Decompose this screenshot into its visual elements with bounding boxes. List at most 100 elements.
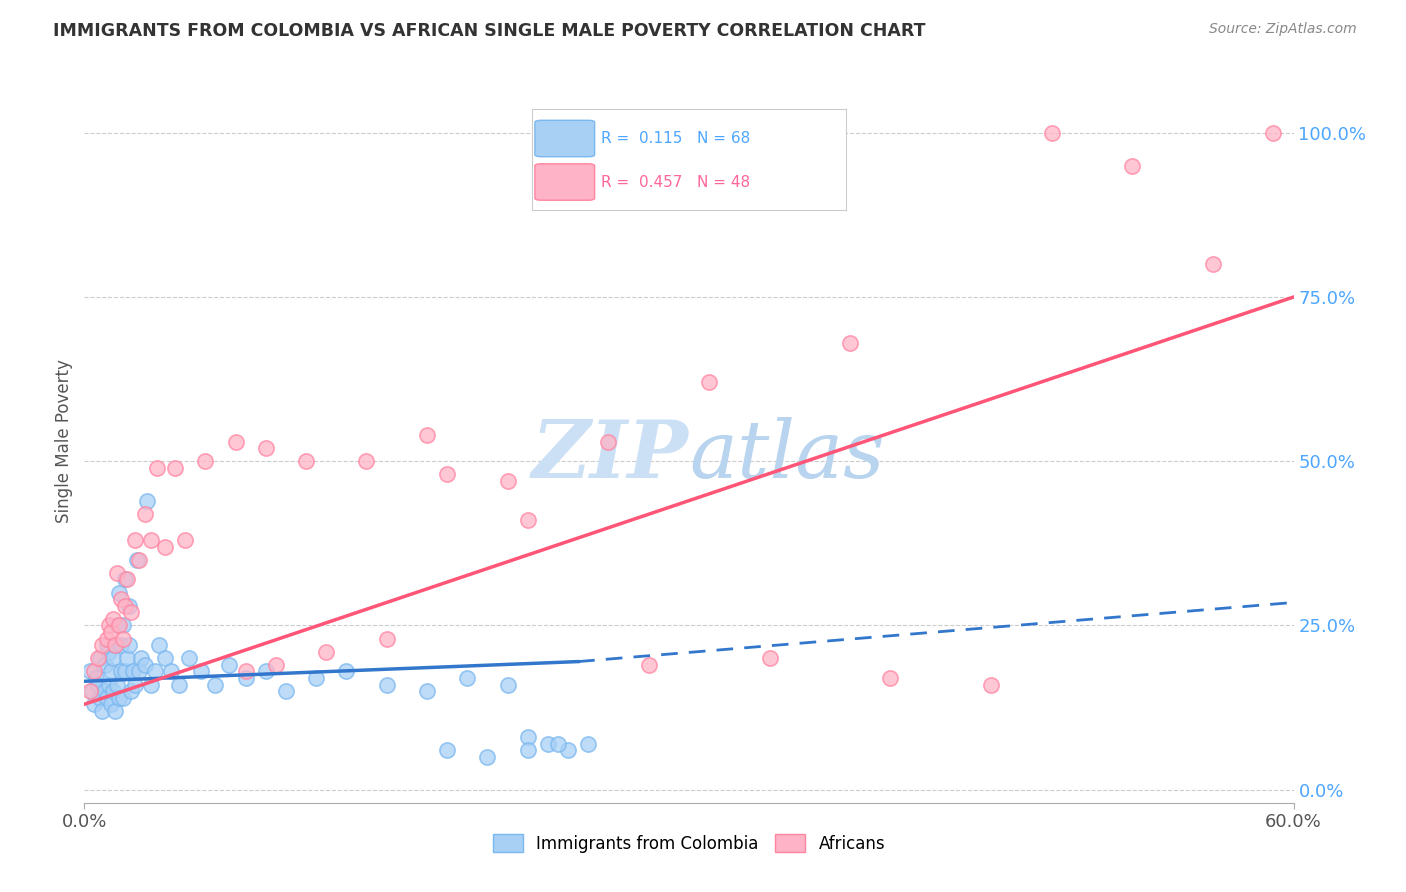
- Point: [104, 704, 127, 718]
- Point: [146, 460, 169, 475]
- Point: [91, 638, 114, 652]
- Point: [496, 677, 519, 691]
- Point: [235, 671, 257, 685]
- Point: [598, 434, 620, 449]
- Point: [416, 428, 439, 442]
- Point: [96, 690, 118, 705]
- Point: [107, 618, 129, 632]
- Point: [139, 677, 162, 691]
- Point: [101, 684, 124, 698]
- Point: [105, 618, 128, 632]
- Point: [356, 454, 378, 468]
- Point: [436, 743, 458, 757]
- Point: [101, 651, 124, 665]
- Point: [125, 553, 148, 567]
- Point: [980, 677, 1002, 691]
- Point: [110, 638, 132, 652]
- Point: [165, 460, 187, 475]
- Point: [79, 665, 101, 679]
- Point: [1121, 159, 1143, 173]
- Point: [235, 665, 257, 679]
- Point: [110, 592, 132, 607]
- Text: Source: ZipAtlas.com: Source: ZipAtlas.com: [1209, 22, 1357, 37]
- Point: [758, 651, 780, 665]
- Point: [557, 743, 579, 757]
- Point: [167, 677, 190, 691]
- Point: [516, 513, 538, 527]
- Point: [1202, 257, 1225, 271]
- Point: [97, 618, 120, 632]
- Y-axis label: Single Male Poverty: Single Male Poverty: [55, 359, 73, 524]
- Point: [637, 657, 659, 672]
- Point: [305, 671, 328, 685]
- Point: [93, 684, 115, 698]
- Point: [456, 671, 478, 685]
- Point: [100, 625, 122, 640]
- Legend: Immigrants from Colombia, Africans: Immigrants from Colombia, Africans: [486, 828, 891, 860]
- Point: [124, 533, 146, 547]
- Point: [89, 690, 111, 705]
- Point: [121, 665, 143, 679]
- Point: [576, 737, 599, 751]
- Text: IMMIGRANTS FROM COLOMBIA VS AFRICAN SINGLE MALE POVERTY CORRELATION CHART: IMMIGRANTS FROM COLOMBIA VS AFRICAN SING…: [53, 22, 927, 40]
- Point: [134, 657, 156, 672]
- Point: [537, 737, 560, 751]
- Point: [120, 684, 142, 698]
- Point: [89, 651, 111, 665]
- Point: [477, 749, 499, 764]
- Point: [105, 566, 128, 580]
- Point: [128, 553, 150, 567]
- Point: [107, 690, 129, 705]
- Point: [100, 698, 122, 712]
- Point: [129, 651, 152, 665]
- Point: [114, 665, 136, 679]
- Point: [134, 507, 156, 521]
- Point: [204, 677, 226, 691]
- Point: [839, 336, 862, 351]
- Point: [190, 665, 212, 679]
- Point: [174, 533, 197, 547]
- Point: [118, 599, 141, 613]
- Point: [516, 743, 538, 757]
- Point: [179, 651, 201, 665]
- Text: atlas: atlas: [689, 417, 884, 495]
- Point: [139, 533, 162, 547]
- Point: [97, 677, 120, 691]
- Point: [436, 467, 458, 482]
- Point: [375, 632, 398, 646]
- Point: [110, 665, 132, 679]
- Point: [254, 665, 277, 679]
- Point: [118, 638, 141, 652]
- Point: [375, 677, 398, 691]
- Point: [96, 632, 118, 646]
- Point: [254, 441, 277, 455]
- Point: [135, 493, 157, 508]
- Point: [160, 665, 183, 679]
- Text: ZIP: ZIP: [531, 417, 689, 495]
- Point: [315, 645, 337, 659]
- Point: [1263, 126, 1285, 140]
- Point: [274, 684, 297, 698]
- Point: [104, 638, 127, 652]
- Point: [100, 665, 122, 679]
- Point: [105, 677, 128, 691]
- Point: [91, 704, 114, 718]
- Point: [87, 677, 110, 691]
- Point: [516, 730, 538, 744]
- Point: [82, 684, 104, 698]
- Point: [93, 657, 115, 672]
- Point: [194, 454, 217, 468]
- Point: [120, 605, 142, 619]
- Point: [104, 638, 127, 652]
- Point: [153, 540, 176, 554]
- Point: [148, 638, 170, 652]
- Point: [111, 618, 134, 632]
- Point: [114, 573, 136, 587]
- Point: [295, 454, 318, 468]
- Point: [697, 376, 720, 390]
- Point: [96, 638, 118, 652]
- Point: [83, 698, 105, 712]
- Point: [143, 665, 166, 679]
- Point: [114, 599, 136, 613]
- Point: [83, 665, 105, 679]
